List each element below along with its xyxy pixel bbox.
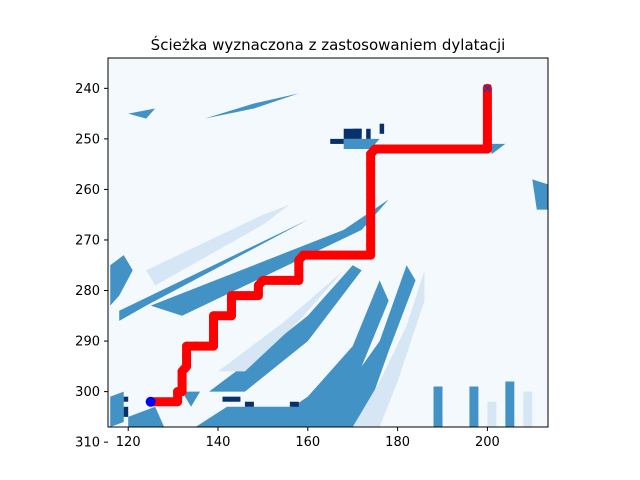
heatmap-region-3 [150, 199, 389, 316]
heatmap-region-21 [505, 381, 515, 427]
x-axis: 120 140 160 180 200 [116, 427, 500, 450]
path-point-14 [226, 311, 236, 321]
y-tick-label-280: 280 [75, 284, 100, 299]
chart-title: Ścieżka wyznaczona z zastosowaniem dylat… [151, 35, 506, 54]
path-point-24 [366, 250, 376, 260]
path-point-32 [370, 144, 380, 154]
heatmap-region-15 [343, 138, 380, 149]
heatmap-region-4 [209, 265, 362, 392]
path-point-13 [209, 311, 219, 321]
heatmap-dark-cell-2 [222, 396, 241, 402]
x-tick-label-160: 160 [295, 435, 320, 450]
x-tick-label-120: 120 [116, 435, 141, 450]
heatmap-dark-cell-4 [289, 401, 299, 407]
heatmap-dark-cell-6 [352, 128, 362, 134]
heatmap-region-8 [307, 265, 416, 427]
heatmap-region-2 [146, 204, 290, 286]
heatmap-region-23 [487, 401, 497, 427]
path-point-15 [226, 301, 236, 311]
path-point-25 [366, 240, 376, 250]
x-tick-label-200: 200 [475, 435, 500, 450]
y-tick-label-270: 270 [75, 233, 100, 248]
path-point-27 [366, 220, 376, 230]
path-point-28 [366, 189, 376, 199]
path-point-29 [366, 169, 376, 179]
path-point-7 [182, 351, 192, 361]
path-point-35 [482, 114, 492, 124]
path-point-17 [253, 291, 263, 301]
path-point-19 [258, 275, 268, 285]
path-point-4 [177, 377, 187, 387]
x-tick-label-140: 140 [206, 435, 231, 450]
y-tick-label-290: 290 [75, 335, 100, 350]
y-tick-label-240: 240 [75, 82, 100, 97]
path-point-12 [209, 321, 219, 331]
heatmap-region-12 [182, 391, 201, 407]
heatmap-region-0 [110, 255, 133, 306]
path-point-26 [366, 230, 376, 240]
path-point-34 [482, 134, 492, 144]
y-tick-label-300: 300 [75, 385, 100, 400]
heatmap-region-10 [110, 391, 124, 427]
heatmap-dark-cell-0 [123, 406, 129, 417]
heatmap-region-1 [119, 199, 344, 321]
start-marker [145, 396, 156, 407]
path-point-20 [294, 275, 304, 285]
heatmap-dark-cell-1 [123, 396, 129, 402]
heatmap-dark-cell-7 [379, 123, 385, 134]
path-point-10 [209, 341, 219, 351]
path-point-11 [209, 331, 219, 341]
heatmap-dark-cell-5 [330, 138, 344, 144]
path-point-21 [294, 265, 304, 275]
y-tick-label-310: 310 [75, 436, 100, 451]
y-tick-label-260: 260 [75, 183, 100, 198]
heatmap-dark-cell-3 [244, 401, 254, 407]
heatmap-region-13 [204, 93, 299, 119]
y-axis: 240 250 260 270 280 290 300 310 [75, 82, 108, 451]
path-point-36 [482, 93, 492, 103]
heatmap-region-20 [469, 386, 479, 427]
path-point-6 [182, 361, 192, 371]
heatmap-region-22 [523, 391, 533, 427]
heatmap-region-11 [128, 406, 165, 427]
x-tick-label-180: 180 [385, 435, 410, 450]
path-point-9 [191, 341, 201, 351]
heatmap-region-14 [128, 108, 156, 119]
plot-area [108, 58, 548, 427]
path-point-30 [366, 159, 376, 169]
heatmap-dark-cell-8 [366, 128, 371, 139]
y-tick-label-250: 250 [75, 132, 100, 147]
path-point-3 [177, 387, 187, 397]
path-point-33 [482, 144, 492, 154]
heatmap-region-9 [352, 270, 425, 427]
path-point-23 [298, 250, 308, 260]
path-point-8 [182, 341, 192, 351]
heatmap-region-19 [433, 386, 443, 427]
path-point-16 [226, 291, 236, 301]
end-marker [483, 84, 492, 93]
heatmap-region-7 [262, 280, 389, 427]
path-point-1 [173, 397, 183, 407]
heatmap-region-18 [532, 179, 548, 210]
axes-frame [107, 57, 549, 428]
